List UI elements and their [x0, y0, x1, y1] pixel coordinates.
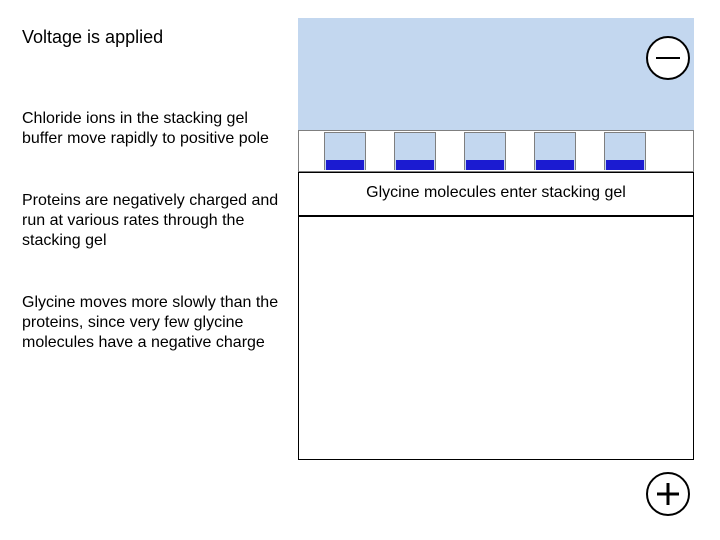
stacking-gel-label: Glycine molecules enter stacking gel: [298, 184, 694, 202]
sample-band-2: [396, 160, 434, 170]
resolving-gel: [298, 216, 694, 460]
paragraph-3: Glycine moves more slowly than the prote…: [22, 293, 286, 353]
sample-band-4: [536, 160, 574, 170]
left-column: Voltage is applied Chloride ions in the …: [22, 26, 286, 353]
minus-bar: [656, 57, 680, 59]
paragraph-1: Chloride ions in the stacking gel buffer…: [22, 109, 286, 149]
sample-band-3: [466, 160, 504, 170]
anode-plus-icon: [646, 472, 690, 516]
title-text: Voltage is applied: [22, 26, 286, 49]
paragraph-2: Proteins are negatively charged and run …: [22, 191, 286, 251]
sample-band-1: [326, 160, 364, 170]
cathode-minus-icon: [646, 36, 690, 80]
sample-band-5: [606, 160, 644, 170]
plus-symbol: [648, 474, 688, 514]
diagram-stage: Voltage is applied Chloride ions in the …: [0, 0, 720, 540]
buffer-region: [298, 18, 694, 144]
